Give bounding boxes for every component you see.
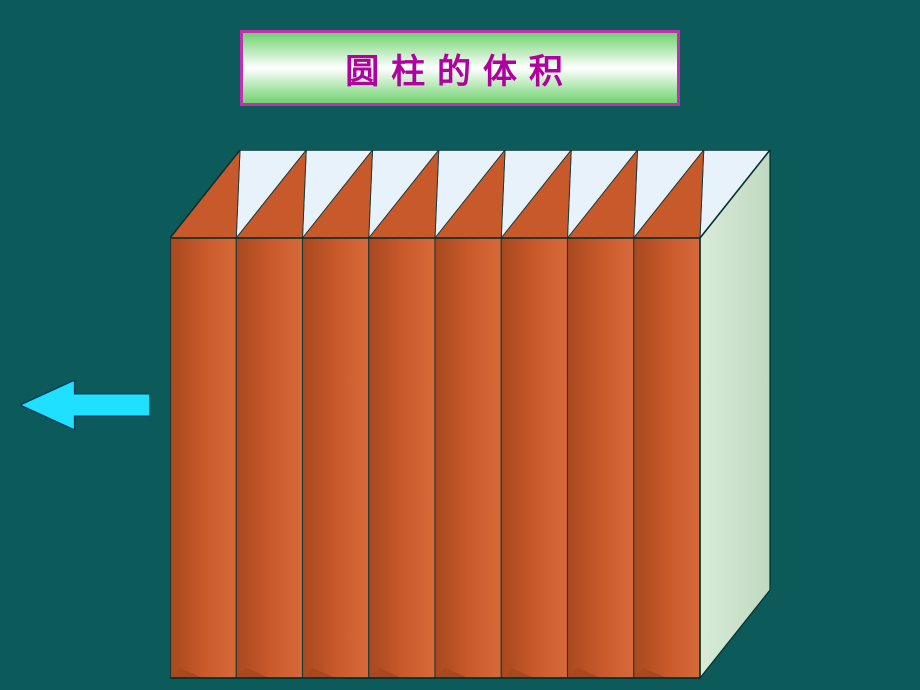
slide-stage: 圆柱的体积 <box>0 0 920 690</box>
cylinder-volume-diagram <box>170 150 790 680</box>
back-arrow[interactable] <box>20 380 150 430</box>
title-text: 圆柱的体积 <box>345 44 575 93</box>
title-box: 圆柱的体积 <box>240 30 680 106</box>
